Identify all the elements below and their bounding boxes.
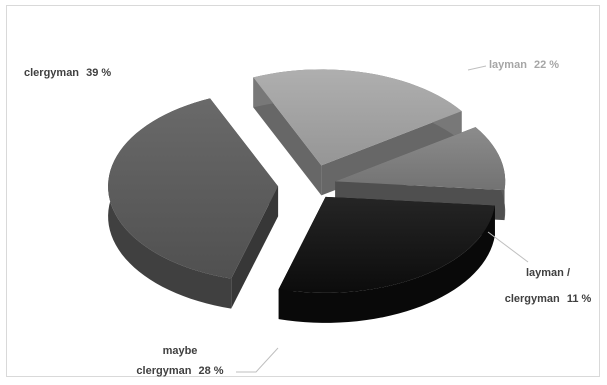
slice-top-shade [253,69,462,166]
pie-slices [108,69,506,323]
slice-top-shade [278,196,495,293]
slice-wall-start [253,77,322,196]
label-maybe-clergyman-value: 28 % [199,365,224,377]
label-layman-value: 22 % [534,59,559,71]
label-layman-clergyman-line1: layman / [526,267,570,279]
label-clergyman-name: clergyman [24,67,79,79]
leader-line-2 [487,231,529,263]
label-layman-clergyman: clergyman 11 % [505,293,592,305]
label-maybe-clergyman-line2: clergyman [136,365,191,377]
slice-layman-clergyman [335,127,506,221]
leader-line-1 [467,65,487,71]
label-maybe-clergyman-line1: maybe [163,345,198,357]
leader-line-3 [236,347,279,373]
slice-top-shade [108,98,279,279]
label-layman-clergyman-line2: clergyman [505,293,560,305]
label-layman-name: layman [489,59,527,71]
slice-maybe-clergyman [278,196,495,323]
slice-side [278,205,495,323]
slice-wall-start [231,186,279,309]
label-clergyman: clergyman 39 % [24,67,111,79]
leader-lines [236,65,529,373]
label-maybe-clergyman: clergyman 28 % [136,365,223,377]
slice-clergyman [108,98,279,309]
slice-top-shade [335,127,506,191]
label-clergyman-value: 39 % [86,67,111,79]
label-layman-clergyman-value: 11 % [567,293,592,305]
label-layman: layman 22 % [489,59,559,71]
